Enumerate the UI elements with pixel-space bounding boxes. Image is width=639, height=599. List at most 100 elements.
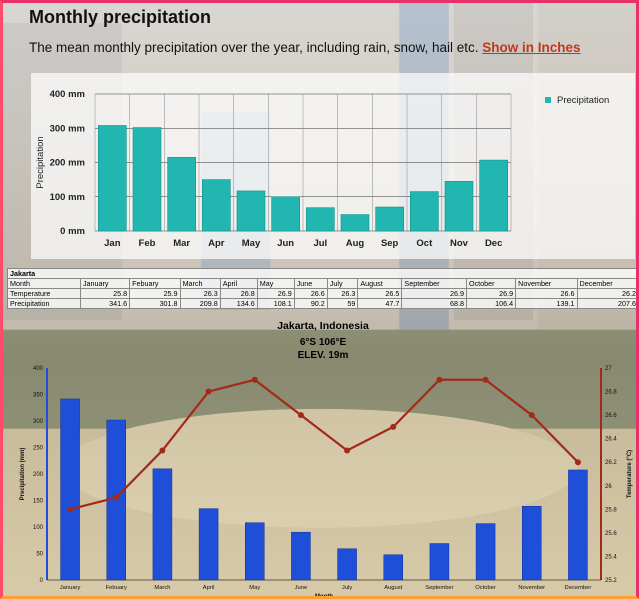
x-tick-label: September xyxy=(425,585,453,591)
right-tick-label: 26 xyxy=(605,484,612,490)
table-cell-temperature: 26.6 xyxy=(293,288,328,299)
precipitation-bar xyxy=(198,508,219,581)
left-axis-label: Precipitation (mm) xyxy=(20,448,26,501)
temperature-point xyxy=(159,447,166,454)
x-tick-label: May xyxy=(249,585,260,591)
left-tick-label: 100 xyxy=(33,525,44,531)
table-cell-month: December xyxy=(576,278,636,289)
precipitation-bar xyxy=(568,469,588,581)
precipitation-bar xyxy=(98,125,127,232)
right-tick-label: 25.4 xyxy=(605,554,617,560)
y-tick-label: 300 mm xyxy=(50,123,85,134)
precipitation-bar xyxy=(236,190,266,232)
temperature-point xyxy=(205,388,212,395)
x-tick-label: July xyxy=(342,585,352,591)
left-tick-label: 350 xyxy=(33,393,44,399)
x-tick-label: December xyxy=(565,585,592,591)
precipitation-bar xyxy=(60,398,80,581)
table-cell-month: July xyxy=(326,278,359,289)
table-cell-temperature: 26.8 xyxy=(219,288,258,299)
table-cell-precipitation: 68.8 xyxy=(401,298,467,309)
table-cell-temperature: 26.5 xyxy=(357,288,403,299)
table-cell-temperature: 26.9 xyxy=(401,288,467,299)
left-tick-label: 0 xyxy=(40,578,44,584)
y-tick-label: 100 mm xyxy=(50,192,85,203)
table-cell-temperature: 26.2 xyxy=(576,288,636,299)
right-tick-label: 27 xyxy=(605,366,612,372)
table-cell-month: November xyxy=(515,278,578,289)
chart-subtitle: ELEV. 19m xyxy=(298,350,349,361)
x-tick-label: January xyxy=(60,585,81,591)
table-cell-month: Febuary xyxy=(129,278,181,289)
precipitation-bar xyxy=(337,548,357,581)
legend-label: Precipitation xyxy=(557,95,609,106)
show-in-inches-link[interactable]: Show in Inches xyxy=(482,40,581,55)
table-cell-precipitation: 134.6 xyxy=(219,298,258,309)
y-tick-label: 200 mm xyxy=(50,158,85,169)
precipitation-bar xyxy=(375,206,404,232)
left-tick-label: 50 xyxy=(36,552,43,558)
temperature-point xyxy=(297,412,304,419)
table-cell-precipitation: 47.7 xyxy=(357,298,403,309)
right-tick-label: 26.6 xyxy=(605,413,617,419)
precipitation-bar xyxy=(202,179,231,232)
table-cell-precipitation: 108.1 xyxy=(256,298,295,309)
table-cell-month: March xyxy=(179,278,221,289)
row-label-month: Month xyxy=(7,278,81,289)
x-tick-label: March xyxy=(154,585,170,591)
table-cell-precipitation: 341.6 xyxy=(79,298,131,309)
precipitation-bar xyxy=(152,468,173,581)
temperature-point xyxy=(113,494,120,501)
table-cell-month: April xyxy=(219,278,258,289)
x-tick-label: Febuary xyxy=(106,585,127,591)
left-tick-label: 150 xyxy=(33,499,44,505)
table-cell-temperature: 26.9 xyxy=(465,288,517,299)
x-tick-label: November xyxy=(518,585,545,591)
table-cell-precipitation: 59 xyxy=(326,298,359,309)
left-tick-label: 200 xyxy=(33,472,44,478)
table-cell-temperature: 25.8 xyxy=(79,288,131,299)
precipitation-bar xyxy=(383,554,403,581)
x-axis-label: Month xyxy=(315,594,333,599)
precipitation-bar xyxy=(271,196,300,232)
precipitation-bar xyxy=(429,543,450,581)
jakarta-climate-chart: Jakarta, Indonesia 6°S 106°E ELEV. 19m 0 50 1… xyxy=(20,320,633,599)
right-tick-label: 25.2 xyxy=(605,578,617,584)
x-tick-label: Aug xyxy=(346,238,365,249)
x-tick-label: October xyxy=(475,585,496,591)
precipitation-bar xyxy=(522,506,542,581)
precipitation-bar xyxy=(444,181,474,232)
table-cell-precipitation: 301.8 xyxy=(129,298,181,309)
table-cell-temperature: 26.3 xyxy=(326,288,359,299)
table-cell-precipitation: 209.8 xyxy=(179,298,221,309)
x-tick-label: Feb xyxy=(139,238,156,249)
temperature-point xyxy=(251,376,258,383)
x-tick-label: May xyxy=(242,238,261,249)
table-row: Temperature 25.8 25.9 26.3 26.8 26.9 26.6 26.3… xyxy=(7,288,636,299)
table-cell-month: October xyxy=(465,278,517,289)
subtitle-text: The mean monthly precipitation over the … xyxy=(29,40,479,55)
y-axis-label: Precipitation xyxy=(35,136,46,188)
temperature-point xyxy=(344,447,351,454)
table-cell-precipitation: 90.2 xyxy=(293,298,328,309)
y-tick-label: 400 mm xyxy=(50,89,85,100)
precipitation-bar xyxy=(245,522,265,581)
table-cell-month: May xyxy=(256,278,295,289)
precipitation-bar xyxy=(167,157,196,232)
left-tick-label: 300 xyxy=(33,419,44,425)
table-cell-temperature: 26.6 xyxy=(515,288,578,299)
table-cell-temperature: 25.9 xyxy=(129,288,181,299)
x-tick-label: Nov xyxy=(450,238,469,249)
right-tick-label: 26.8 xyxy=(605,390,617,396)
x-tick-label: Jan xyxy=(104,238,121,249)
temperature-point xyxy=(528,412,535,419)
right-tick-label: 25.8 xyxy=(605,507,617,513)
table-cell-month: January xyxy=(79,278,131,289)
temperature-point xyxy=(436,376,443,383)
temperature-point xyxy=(574,459,581,466)
precipitation-bar xyxy=(306,207,335,232)
x-tick-label: Mar xyxy=(173,238,190,249)
precipitation-bar xyxy=(475,523,496,581)
x-tick-label: Jul xyxy=(313,238,327,249)
